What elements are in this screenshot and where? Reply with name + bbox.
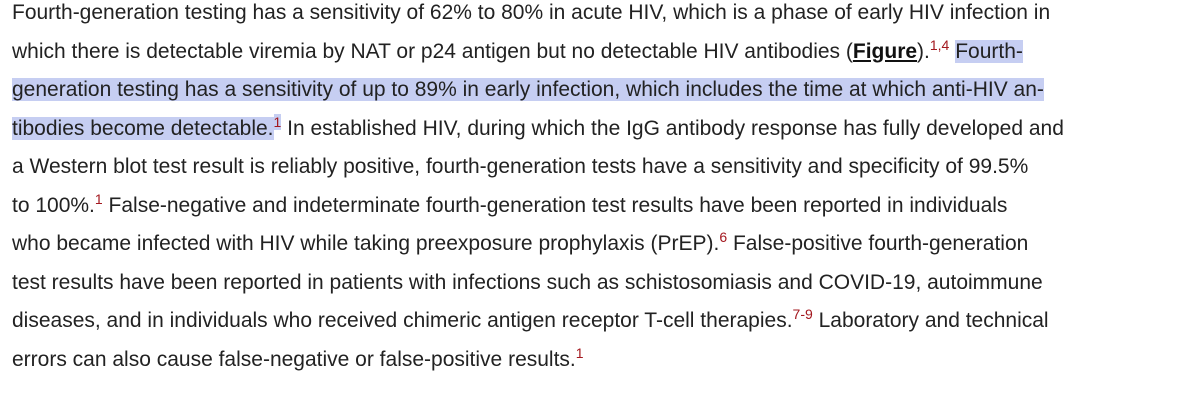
text: a Western blot test result is reliably p…: [12, 155, 1029, 178]
text: test results have been reported in patie…: [12, 270, 1043, 294]
figure-link[interactable]: Figure: [852, 39, 918, 63]
citation: 1: [575, 344, 584, 361]
text: who became infected with HIV while takin…: [12, 232, 720, 255]
text: ).: [917, 39, 930, 63]
citation: 6: [719, 229, 728, 245]
text-line: who became infected with HIV while takin…: [12, 225, 1198, 264]
highlighted-citation: 1: [273, 113, 282, 130]
text-line: a Western blot test result is reliably p…: [12, 148, 1198, 187]
text-line: to 100%.1 False-negative and indetermina…: [12, 187, 1198, 226]
text: which there is detectable viremia by NAT…: [12, 39, 853, 63]
paragraph: Fourth-generation testing has a sensitiv…: [12, 0, 1198, 379]
citation: 7-9: [792, 306, 813, 322]
text-line: Fourth-generation testing has a sensitiv…: [12, 0, 1198, 33]
text-line: which there is detectable viremia by NAT…: [12, 33, 1198, 72]
citation: 1: [94, 190, 103, 207]
highlighted-text: Fourth-: [955, 39, 1023, 63]
text-line: test results have been reported in patie…: [12, 264, 1198, 303]
text: Laboratory and technical: [812, 309, 1049, 332]
text-line: diseases, and in individuals who receive…: [12, 302, 1198, 341]
text: diseases, and in individuals who receive…: [12, 309, 793, 332]
highlighted-text: tibodies become detectable.: [12, 116, 274, 140]
text: False-negative and indeterminate fourth-…: [102, 193, 1008, 217]
text-line: errors can also cause false-negative or …: [12, 341, 1198, 380]
text-line: generation testing has a sensitivity of …: [12, 71, 1198, 110]
text: In established HIV, during which the IgG…: [281, 116, 1064, 140]
highlighted-text: generation testing has a sensitivity of …: [12, 78, 1044, 101]
text: to 100%.: [12, 193, 95, 217]
citation: 1,4: [929, 36, 950, 53]
text: Fourth-generation testing has a sensitiv…: [12, 1, 1051, 24]
text-line: tibodies become detectable.1 In establis…: [12, 110, 1198, 149]
text: errors can also cause false-negative or …: [12, 347, 576, 371]
text: False-positive fourth-generation: [727, 232, 1029, 255]
